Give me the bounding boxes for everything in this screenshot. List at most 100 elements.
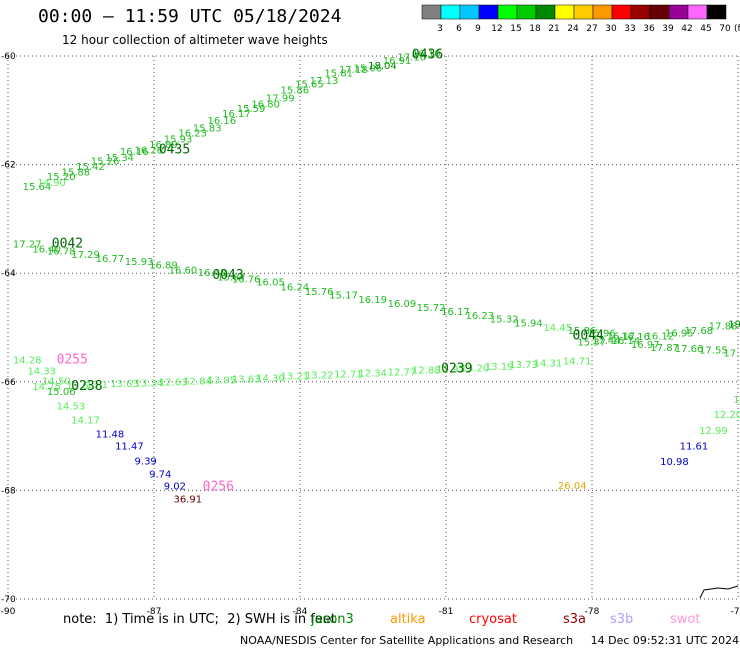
credit-line: NOAA/NESDIS Center for Satellite Applica… (240, 634, 740, 647)
wave-height-label: 17.87 (650, 343, 679, 354)
wave-height-label: 16.19 (358, 295, 387, 306)
wave-height-label: 16.89 (149, 260, 178, 271)
wave-height-label: 13.63 (110, 379, 139, 390)
colorbar-tick-label: 39 (662, 24, 674, 34)
pass-time-label: 0255 (57, 352, 88, 367)
wave-height-label: 14.45 (543, 323, 572, 334)
wave-height-label: 13.73 (509, 360, 538, 371)
x-tick-label: -84 (293, 607, 308, 615)
wave-height-label: 14.17 (71, 416, 100, 427)
wave-height-label: 14.33 (27, 367, 56, 378)
y-tick-label: -60 (1, 52, 16, 62)
wave-height-label: 15.81 (324, 69, 353, 80)
wave-height-label: 10.98 (660, 457, 689, 468)
wave-height-label: 15.88 (62, 167, 91, 178)
wave-height-label: 11.48 (96, 430, 125, 441)
wave-height-label: 13.34 (135, 379, 164, 390)
wave-height-label: 15.76 (305, 287, 334, 298)
y-tick-label: -66 (1, 378, 16, 388)
wave-height-label: 12.99 (699, 426, 728, 437)
wave-height-label: 17.44 (592, 336, 621, 347)
wave-height-label: 16.23 (178, 128, 207, 139)
wave-height-label: 18.04 (368, 61, 397, 72)
wave-height-label: 14.90 (37, 178, 66, 189)
wave-height-label: 14.50 (42, 377, 71, 388)
wave-height-label: 11.47 (115, 442, 144, 453)
satellite-legend-item: s3b (610, 612, 634, 627)
wave-height-label: 15.59 (237, 104, 266, 115)
wave-height-label: 15.93 (164, 134, 193, 145)
wave-height-label: 16.26 (135, 146, 164, 157)
wave-height-label: 16.17 (441, 307, 470, 318)
wave-height-label: 15.06 (354, 64, 383, 75)
colorbar-tick-label: 9 (475, 24, 481, 34)
wave-height-label: 16.12 (646, 331, 675, 342)
wave-height-label: 19.2 (728, 320, 740, 331)
wave-height-label: 13.19 (485, 362, 514, 373)
colorbar-tick-label: 6 (456, 24, 462, 34)
wave-height-label: 13.6 (66, 381, 88, 392)
colorbar-tick-label: 3 (437, 24, 443, 34)
wave-height-label: 17.13 (310, 76, 339, 87)
wave-height-label: 16.16 (208, 116, 237, 127)
wave-height-label: 16.77 (96, 254, 125, 265)
chart-title: 00:00 – 11:59 UTC 05/18/2024 (38, 6, 342, 27)
wave-height-label: 15.87 (217, 272, 246, 283)
wave-height-label: 17.55 (699, 346, 728, 357)
wave-height-label: 14.71 (563, 356, 592, 367)
wave-height-label: 15.93 (125, 257, 154, 268)
pass-time-label: 0435 (159, 143, 190, 158)
pass-time-label: 0042 (52, 237, 83, 252)
y-tick-label: -62 (1, 161, 16, 171)
wave-height-label: 16.60 (169, 266, 198, 277)
wave-height-label: 12.34 (358, 368, 387, 379)
wave-height-label: 14.31 (534, 359, 563, 370)
wave-height-label: 16.40 (32, 245, 61, 256)
wave-height-label: 16.97 (631, 340, 660, 351)
colorbar-tick-label: 12 (491, 24, 502, 34)
wave-height-label: 16.16 (120, 147, 149, 158)
wave-height-label: 15.96 (587, 329, 616, 340)
colorbar-tick-label: 15 (510, 24, 521, 34)
wave-height-label: 12.97 (436, 365, 465, 376)
wave-height-label: 12.20 (714, 410, 740, 421)
wave-height-label: 16.91 (383, 56, 412, 67)
wave-height-label: 17.9 (723, 348, 740, 359)
wave-height-label: 16.17 (222, 109, 251, 120)
wave-height-label: 15.32 (490, 315, 519, 326)
wave-height-label: 16.89 (149, 140, 178, 151)
x-tick-label: -78 (585, 607, 600, 615)
wave-height-label: 17.88 (709, 322, 738, 333)
wave-height-label: 16.05 (256, 278, 285, 289)
wave-height-label: 15.86 (281, 85, 310, 96)
wave-height-label: 13.21 (281, 372, 310, 383)
wave-height-label: 16.48 (198, 268, 227, 279)
wave-height-label: 17.27 (13, 240, 42, 251)
pass-time-label: 0436 (412, 48, 443, 63)
pass-time-label: 0238 (71, 379, 102, 394)
wave-height-label: 12.88 (412, 366, 441, 377)
wave-height-label: 15.42 (76, 162, 105, 173)
wave-height-label: 15.83 (193, 123, 222, 134)
wave-height-label: 12.77 (388, 367, 417, 378)
wave-height-label: 17.68 (684, 326, 713, 337)
wave-height-label: 14.53 (57, 401, 86, 412)
colorbar-tick-label: 24 (567, 24, 579, 34)
wave-height-label: 11.61 (680, 442, 709, 453)
pass-time-label: 0256 (203, 479, 234, 494)
wave-height-label: 16.24 (281, 283, 310, 294)
wave-height-label: 13.63 (232, 374, 261, 385)
satellite-legend-item: s3a (563, 612, 587, 627)
wave-height-label: 16.95 (665, 329, 694, 340)
wave-height-label: 15.65 (295, 79, 324, 90)
wave-height-label: 16.09 (388, 299, 417, 310)
wave-height-label: 15.34 (105, 153, 134, 164)
wave-height-label: 17.16 (397, 52, 426, 63)
coastline (699, 585, 739, 599)
colorbar-tick-label: 18 (529, 24, 541, 34)
wave-height-label: 15.37 (577, 337, 606, 348)
wave-height-label: 15.94 (514, 318, 543, 329)
wave-height-label: 15.17 (329, 291, 358, 302)
colorbar-tick-label: 30 (605, 24, 617, 34)
x-tick-label: -81 (439, 607, 454, 615)
